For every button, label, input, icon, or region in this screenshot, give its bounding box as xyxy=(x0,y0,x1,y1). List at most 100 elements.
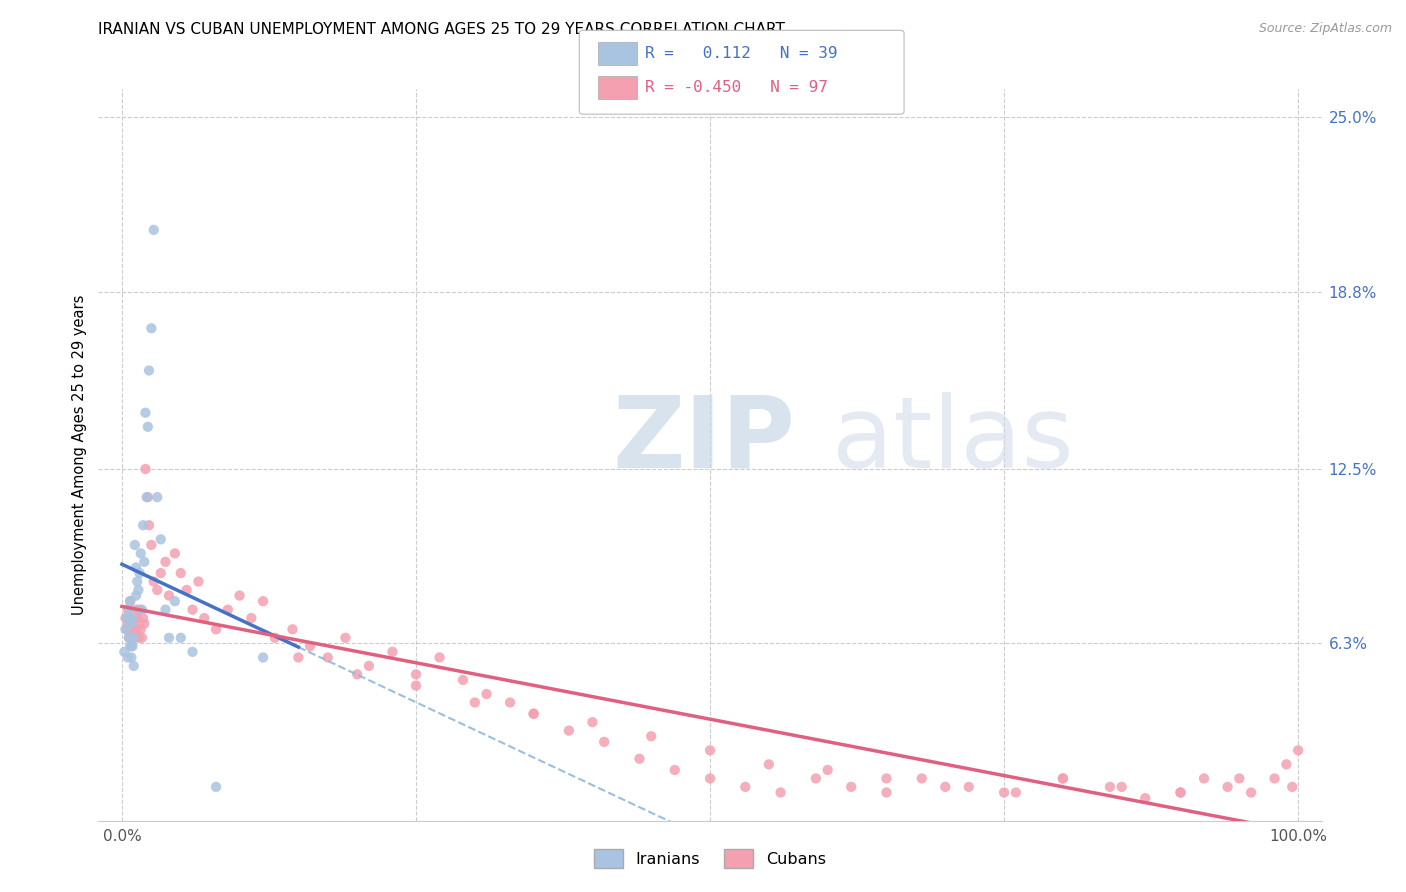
Point xyxy=(934,780,956,794)
Point xyxy=(839,780,862,794)
Point xyxy=(135,490,157,504)
Point xyxy=(121,611,143,625)
Point xyxy=(405,667,427,681)
Point xyxy=(125,623,148,637)
Point xyxy=(122,611,145,625)
Point xyxy=(1098,780,1121,794)
Point xyxy=(120,639,142,653)
Point xyxy=(120,594,142,608)
Point xyxy=(120,639,142,653)
Point xyxy=(125,602,148,616)
Point xyxy=(1216,780,1239,794)
Point xyxy=(146,490,169,504)
Point xyxy=(758,757,780,772)
Point xyxy=(1240,785,1263,799)
Point xyxy=(124,538,146,552)
Point xyxy=(136,490,159,504)
Point xyxy=(120,616,142,631)
Point xyxy=(287,650,309,665)
Text: R =   0.112   N = 39: R = 0.112 N = 39 xyxy=(645,46,838,61)
Point xyxy=(118,631,141,645)
Point xyxy=(1281,780,1303,794)
Point xyxy=(122,659,145,673)
Point xyxy=(1170,785,1192,799)
Point xyxy=(817,763,839,777)
Point xyxy=(628,752,651,766)
Point xyxy=(699,772,721,786)
Point xyxy=(381,645,404,659)
Point xyxy=(263,631,285,645)
Text: atlas: atlas xyxy=(832,392,1074,489)
Point xyxy=(1286,743,1309,757)
Point xyxy=(205,623,228,637)
Point xyxy=(138,363,160,377)
Point xyxy=(125,589,148,603)
Point xyxy=(228,589,250,603)
Point xyxy=(163,546,186,560)
Point xyxy=(170,631,193,645)
Point xyxy=(734,780,756,794)
Point xyxy=(451,673,474,687)
Point xyxy=(142,574,165,589)
Point xyxy=(1264,772,1286,786)
Point xyxy=(911,772,934,786)
Point xyxy=(405,679,427,693)
Point xyxy=(112,645,135,659)
Point xyxy=(120,616,142,631)
Point xyxy=(475,687,498,701)
Point xyxy=(993,785,1015,799)
Point xyxy=(120,623,142,637)
Point xyxy=(1227,772,1250,786)
Point xyxy=(181,645,204,659)
Point xyxy=(499,696,522,710)
Point xyxy=(664,763,686,777)
Point xyxy=(121,639,143,653)
Point xyxy=(1135,791,1157,805)
Point xyxy=(149,566,172,580)
Point xyxy=(1052,772,1074,786)
Point xyxy=(128,566,150,580)
Point xyxy=(131,631,153,645)
Point xyxy=(118,631,141,645)
Point xyxy=(640,729,662,743)
Point xyxy=(163,594,186,608)
Point xyxy=(335,631,357,645)
Point xyxy=(117,616,139,631)
Point xyxy=(176,582,198,597)
Point xyxy=(124,616,146,631)
Point xyxy=(316,650,339,665)
Point xyxy=(142,223,165,237)
Point xyxy=(114,623,136,637)
Point xyxy=(149,533,172,547)
Point xyxy=(1052,772,1074,786)
Point xyxy=(875,785,897,799)
Point xyxy=(1170,785,1192,799)
Point xyxy=(128,602,150,616)
Point xyxy=(127,631,149,645)
Point xyxy=(1275,757,1298,772)
Point xyxy=(299,639,322,653)
Text: IRANIAN VS CUBAN UNEMPLOYMENT AMONG AGES 25 TO 29 YEARS CORRELATION CHART: IRANIAN VS CUBAN UNEMPLOYMENT AMONG AGES… xyxy=(98,22,786,37)
Point xyxy=(523,706,546,721)
Point xyxy=(127,611,149,625)
Point xyxy=(429,650,451,665)
Point xyxy=(117,650,139,665)
Text: Source: ZipAtlas.com: Source: ZipAtlas.com xyxy=(1258,22,1392,36)
Point xyxy=(593,735,616,749)
Point xyxy=(157,631,180,645)
Point xyxy=(127,582,149,597)
Point xyxy=(132,518,155,533)
Point xyxy=(357,659,380,673)
Point xyxy=(134,462,156,476)
Point xyxy=(125,560,148,574)
Point xyxy=(699,743,721,757)
Point xyxy=(122,631,145,645)
Point xyxy=(240,611,263,625)
Point xyxy=(127,574,149,589)
Y-axis label: Unemployment Among Ages 25 to 29 years: Unemployment Among Ages 25 to 29 years xyxy=(72,294,87,615)
Point xyxy=(114,611,136,625)
Text: ZIP: ZIP xyxy=(612,392,794,489)
Point xyxy=(131,602,153,616)
Point xyxy=(118,611,141,625)
Point xyxy=(769,785,792,799)
